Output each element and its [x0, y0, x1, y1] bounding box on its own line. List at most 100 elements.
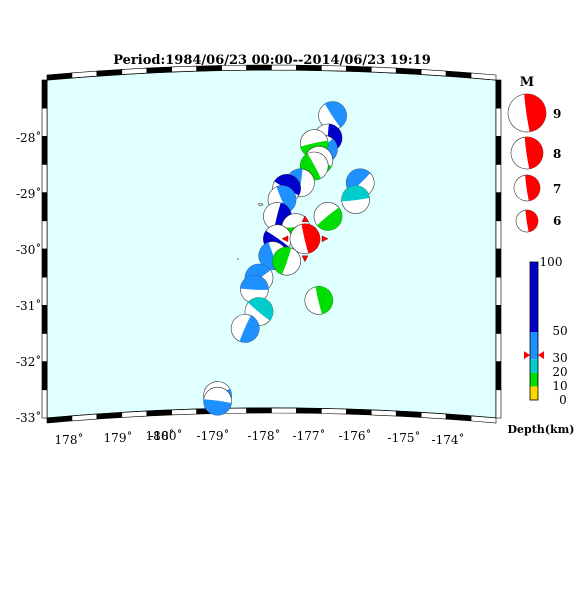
selected-event-marker — [281, 235, 289, 243]
selected-event-beachball — [289, 223, 321, 255]
depth-scale: 100 50 30 20 10 0 Depth(km) — [508, 255, 575, 436]
beachball-compression — [301, 223, 321, 254]
frame-segment-top — [121, 67, 148, 75]
depth-band — [530, 372, 538, 387]
depth-band — [530, 359, 538, 373]
event-beachball — [318, 101, 347, 130]
latitude-labels: -28˚ -29˚ -30˚ -31˚ -32˚ -33˚ — [16, 130, 41, 425]
frame-segment-left — [41, 79, 48, 109]
magnitude-legend-title: M — [520, 75, 534, 90]
frame-segment-top — [321, 65, 347, 72]
frame-segment-right — [495, 79, 502, 109]
frame-segment-right — [495, 276, 502, 306]
frame-segment-top — [171, 65, 197, 73]
depth-tick-10: 10 — [552, 379, 567, 393]
frame-segment-top — [146, 66, 173, 74]
selected-event-marker — [301, 255, 309, 263]
depth-band — [530, 262, 538, 332]
frame-segment-bottom — [171, 408, 197, 416]
beachball-compression — [274, 174, 301, 196]
frame-segment-right — [495, 333, 502, 362]
lon-label-minus177: -177˚ — [293, 428, 326, 443]
selected-event-marker — [301, 215, 309, 223]
depth-color-bar — [524, 261, 544, 401]
depth-marker-right — [538, 351, 544, 360]
frame-segment-left — [41, 389, 48, 419]
frame-segment-left — [41, 164, 48, 193]
beachball-compression — [524, 93, 547, 132]
events-layer — [203, 101, 375, 416]
frame-segment-left — [41, 276, 48, 306]
frame-segment-right — [495, 361, 502, 391]
beachball-compression — [240, 275, 269, 290]
frame-segment-top — [395, 67, 422, 75]
depth-unit-label: Depth(km) — [508, 423, 575, 436]
lat-label-29: -29˚ — [16, 186, 41, 201]
legend-ball-9 — [507, 93, 547, 133]
magnitude-legend-item-8: 8 — [510, 136, 561, 170]
beachball-compression — [272, 247, 292, 275]
frame-segment-top — [296, 64, 322, 71]
frame-segment-top — [370, 66, 397, 74]
beachball-compression — [524, 136, 544, 169]
depth-tick-0: 0 — [559, 393, 567, 407]
lon-label-180: 180˚ — [146, 428, 175, 443]
depth-tick-30: 30 — [552, 351, 567, 365]
depth-marker-left — [524, 351, 530, 360]
island-markers — [237, 202, 264, 260]
lat-label-33: -33˚ — [16, 410, 41, 425]
frame-segment-left — [41, 305, 48, 334]
frame-segment-top — [346, 65, 372, 73]
frame-segment-left — [41, 136, 48, 165]
event-beachball — [304, 286, 334, 315]
event-beachball — [272, 246, 301, 276]
lat-label-32: -32˚ — [16, 354, 41, 369]
frame-segment-left — [41, 192, 48, 222]
lat-label-31: -31˚ — [16, 298, 41, 313]
frame-segment-right — [495, 107, 502, 137]
frame-segment-right — [495, 220, 502, 250]
frame-segment-top — [246, 64, 272, 71]
lon-label-minus178: -178˚ — [248, 428, 281, 443]
event-beachball — [341, 185, 370, 214]
beachball-compression — [341, 185, 370, 202]
frame-segment-bottom — [321, 408, 347, 415]
map-body — [41, 64, 502, 424]
frame-segment-top — [196, 65, 222, 72]
frame-segment-bottom — [246, 407, 272, 414]
legend-ball-6 — [515, 209, 539, 233]
lon-label-178: 178˚ — [55, 432, 84, 447]
selected-event-layer — [281, 215, 329, 263]
frame-segment-bottom — [346, 408, 372, 416]
frame-segment-bottom — [146, 409, 173, 417]
beachball-compression — [525, 210, 539, 232]
lon-label-minus174: -174˚ — [432, 432, 465, 447]
event-beachball — [230, 314, 260, 343]
frame-segment-left — [41, 107, 48, 137]
legend-ball-8 — [510, 136, 544, 170]
frame-segment-bottom — [271, 407, 297, 414]
selected-event-marker — [321, 235, 329, 243]
frame-segment-top — [271, 64, 297, 71]
lon-label-179: 179˚ — [104, 430, 133, 445]
frame-segment-left — [41, 248, 48, 278]
lon-label-minus179: -179˚ — [197, 428, 230, 443]
beachball-compression — [315, 286, 333, 315]
magnitude-legend-label-6: 6 — [553, 214, 561, 228]
frame-segment-top — [470, 72, 497, 81]
frame-segment-right — [495, 192, 502, 222]
depth-band — [530, 332, 538, 360]
magnitude-legend-label-8: 8 — [553, 147, 561, 161]
magnitude-legend-label-7: 7 — [553, 182, 561, 196]
magnitude-legend: M 9 8 7 6 — [507, 75, 561, 233]
depth-bar-outline — [529, 261, 539, 401]
magnitude-legend-item-7: 7 — [513, 174, 561, 202]
frame-segment-left — [41, 361, 48, 391]
lon-label-minus175: -175˚ — [388, 430, 421, 445]
legend-beachball — [507, 93, 547, 133]
frame-segment-bottom — [395, 410, 422, 418]
frame-segment-bottom — [470, 415, 497, 424]
event-beachball — [240, 274, 269, 304]
legend-beachball — [513, 174, 541, 202]
